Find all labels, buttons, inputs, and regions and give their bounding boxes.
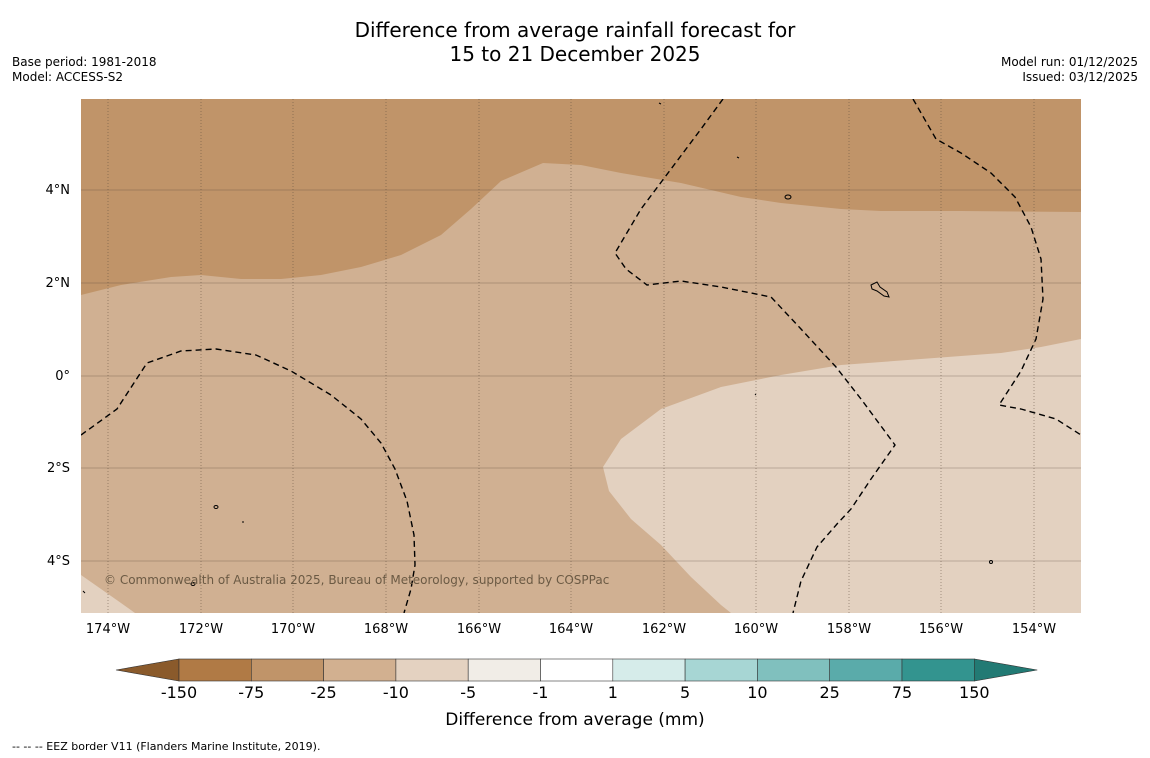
colorbar-cell-7 [684,658,758,682]
colorbar-tick-label: -5 [460,683,477,702]
eez-border-central [614,99,896,613]
meta-right: Model run: 01/12/2025 Issued: 03/12/2025 [1001,55,1138,85]
lon-label-158w: 158°W [826,622,872,637]
island-equator [754,393,757,396]
colorbar-cell-9 [829,658,903,682]
map-gridlines [81,99,1081,613]
title-line-1: Difference from average rainfall forecas… [354,18,796,42]
model-run-text: Model run: 01/12/2025 [1000,55,1138,69]
eez-border-west [81,348,416,613]
lat-label-2s: 2°S [46,461,70,476]
map-svg [81,99,1081,613]
colorbar-cell-6 [612,658,686,682]
lon-label-160w: 160°W [733,622,779,637]
eez-borders [81,99,1081,613]
island-west-3 [190,582,196,586]
base-period-text: Base period: 1981-2018 [12,55,157,69]
issued-text: Issued: 03/12/2025 [1022,70,1138,84]
island-southeast [989,560,993,564]
colorbar-tick-label: -10 [382,683,409,702]
colorbar [115,658,1038,682]
colorbar-tick-label: 10 [747,683,768,702]
model-text: Model: ACCESS-S2 [12,70,124,84]
island-north-1 [658,102,662,105]
colorbar-tick-label: -1 [532,683,549,702]
colorbar-tick-label: 1 [607,683,618,702]
meta-left: Base period: 1981-2018 Model: ACCESS-S2 [12,55,157,85]
colorbar-tick-label: 75 [891,683,913,702]
lon-label-170w: 170°W [270,622,316,637]
lon-label-166w: 166°W [456,622,502,637]
colorbar-cell-1 [251,658,324,682]
lon-label-168w: 168°W [363,622,409,637]
island-west-1 [213,505,219,509]
colorbar-cell-5 [540,658,614,682]
colorbar-cell-10 [901,658,975,682]
islands [82,102,993,594]
colorbar-cell-4 [467,658,541,682]
lat-label-4s: 4°S [46,554,70,569]
region-minus10-to-minus5-east [603,339,1081,613]
eez-legend-note: -- -- -- EEZ border V11 (Flanders Marine… [12,740,321,753]
colorbar-cell-2 [323,658,397,682]
colorbar-tick-label: 5 [680,683,691,702]
island-north-3 [784,194,792,200]
colorbar-tick-label: -75 [238,683,265,702]
lon-label-174w: 174°W [85,622,131,637]
colorbar-cells [115,658,1038,682]
colorbar-tick-label: 150 [959,683,990,702]
lon-label-164w: 164°W [548,622,594,637]
lon-label-156w: 156°W [918,622,964,637]
title-line-2: 15 to 21 December 2025 [449,42,701,66]
colorbar-extend-low [115,658,180,682]
copyright-notice: © Commonwealth of Australia 2025, Bureau… [104,573,610,587]
map-panel[interactable] [81,99,1081,613]
lat-label-4n: 4°N [45,183,71,198]
lon-label-154w: 154°W [1011,622,1057,637]
island-north-2 [736,156,740,159]
island-kiritimati [870,281,890,298]
colorbar-cell-8 [757,658,831,682]
island-southwest [82,590,86,594]
lon-label-172w: 172°W [178,622,224,637]
lat-label-2n: 2°N [45,276,71,291]
chart-title: Difference from average rainfall forecas… [0,18,1150,66]
colorbar-cell-0 [178,658,252,682]
colorbar-label: Difference from average (mm) [445,710,705,730]
colorbar-tick-label: -150 [160,683,198,702]
colorbar-extend-high [973,658,1038,682]
colorbar-cell-3 [395,658,469,682]
lat-label-0: 0° [55,369,70,384]
colorbar-tick-label: -25 [310,683,337,702]
eez-border-east [912,99,1081,436]
colorbar-tick-label: 25 [819,683,840,702]
lon-label-162w: 162°W [641,622,687,637]
